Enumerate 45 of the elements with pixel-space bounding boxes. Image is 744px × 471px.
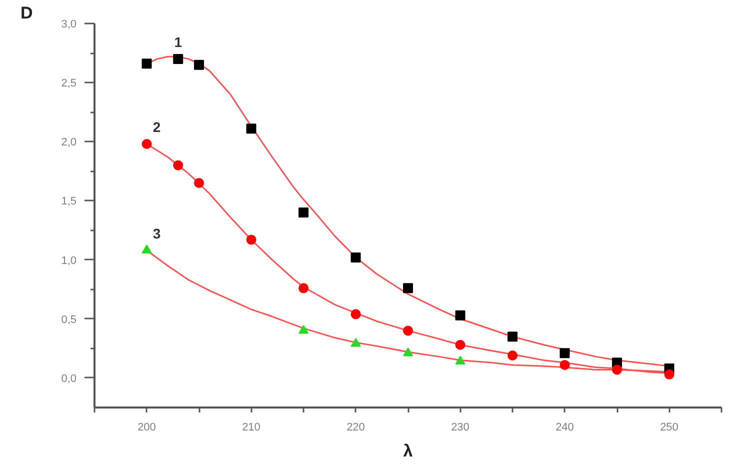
point xyxy=(350,252,361,262)
x-tick-label: 230 xyxy=(451,422,470,434)
point xyxy=(612,364,622,375)
y-tick-label: 3,0 xyxy=(61,18,77,30)
series-label: 3 xyxy=(152,225,161,242)
point xyxy=(664,369,674,380)
x-tick-label: 250 xyxy=(660,422,678,434)
point xyxy=(403,347,413,356)
y-tick-label: 1,5 xyxy=(61,196,77,208)
y-axis-title: D xyxy=(20,4,33,22)
point xyxy=(350,338,361,347)
point xyxy=(246,124,256,134)
point xyxy=(298,325,308,334)
point xyxy=(298,283,308,294)
point xyxy=(173,160,184,170)
point xyxy=(560,360,570,370)
point xyxy=(142,139,152,150)
point xyxy=(455,340,466,350)
point xyxy=(455,310,466,320)
point xyxy=(142,244,152,254)
x-tick-label: 210 xyxy=(242,422,260,434)
point xyxy=(508,350,518,361)
point xyxy=(403,283,413,294)
point xyxy=(142,58,152,69)
point xyxy=(194,178,204,188)
y-tick-label: 2,5 xyxy=(61,78,77,90)
series-label: 1 xyxy=(174,34,182,50)
point xyxy=(298,208,308,218)
x-tick-label: 240 xyxy=(556,422,574,434)
point xyxy=(194,60,204,70)
x-axis-title: λ xyxy=(403,442,414,460)
point xyxy=(455,356,466,365)
point xyxy=(350,309,361,320)
y-tick-label: 0,0 xyxy=(61,372,77,385)
point xyxy=(173,54,184,64)
point xyxy=(246,234,256,245)
x-tick-label: 220 xyxy=(346,422,365,434)
y-tick-label: 1,0 xyxy=(61,254,77,267)
y-tick-label: 2,0 xyxy=(61,136,77,149)
point xyxy=(508,332,518,342)
point xyxy=(560,348,570,358)
y-tick-label: 0,5 xyxy=(61,314,77,326)
x-tick-label: 200 xyxy=(138,422,156,434)
point xyxy=(403,326,413,336)
series-label: 2 xyxy=(152,119,161,136)
